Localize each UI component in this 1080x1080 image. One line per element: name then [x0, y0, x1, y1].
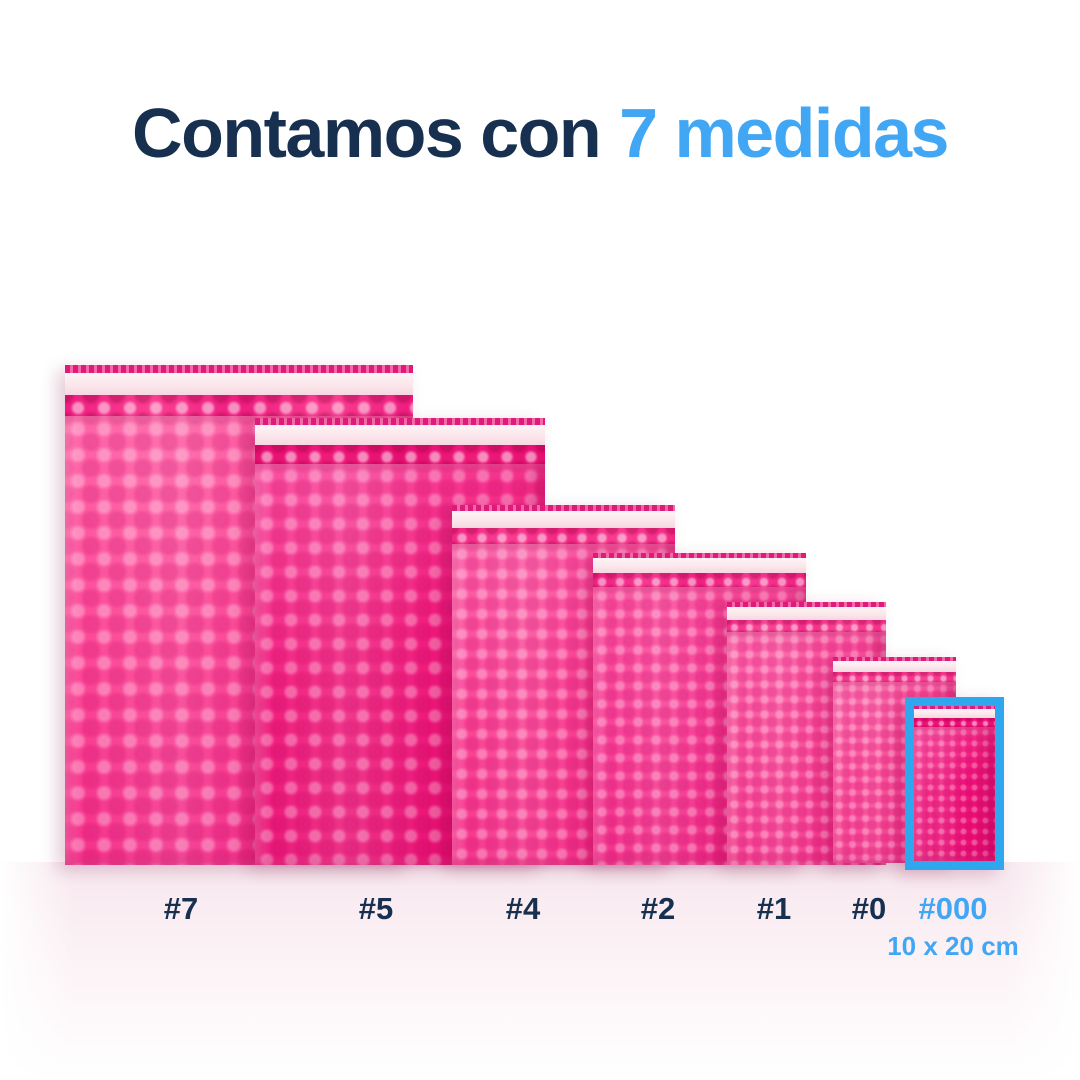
bubble-seam: [65, 395, 413, 416]
mailer-000-highlighted: [905, 697, 1004, 870]
title-prefix: Contamos con: [132, 94, 602, 172]
seal-edge: [452, 505, 675, 511]
size-label-1: #1: [756, 891, 792, 926]
floor: [0, 862, 1080, 1080]
seal-edge: [65, 365, 413, 373]
seal-edge: [593, 553, 806, 558]
bubble-seam: [593, 573, 806, 587]
size-label-000: #000: [918, 891, 988, 926]
bubble-seam: [833, 672, 956, 682]
bubble-body: [914, 727, 995, 861]
adhesive-strip: [452, 511, 675, 528]
title-highlight: 7 medidas: [619, 94, 949, 172]
size-label-0: #0: [851, 891, 887, 926]
size-label-2: #2: [640, 891, 676, 926]
page-title: Contamos con 7 medidas: [0, 98, 1080, 168]
adhesive-strip: [593, 558, 806, 573]
seal-edge: [914, 706, 995, 709]
size-label-7: #7: [163, 891, 199, 926]
size-label-5: #5: [358, 891, 394, 926]
bubble-seam: [452, 528, 675, 544]
size-label-4: #4: [505, 891, 541, 926]
dimensions-note-000: 10 x 20 cm: [887, 931, 1019, 961]
seal-edge: [255, 418, 545, 425]
bubble-seam: [914, 718, 995, 727]
adhesive-strip: [65, 373, 413, 395]
adhesive-strip: [727, 607, 886, 620]
adhesive-strip: [833, 661, 956, 672]
adhesive-strip: [914, 709, 995, 718]
bubble-seam: [255, 445, 545, 464]
adhesive-strip: [255, 425, 545, 445]
seal-edge: [833, 657, 956, 661]
seal-edge: [727, 602, 886, 607]
bubble-seam: [727, 620, 886, 632]
